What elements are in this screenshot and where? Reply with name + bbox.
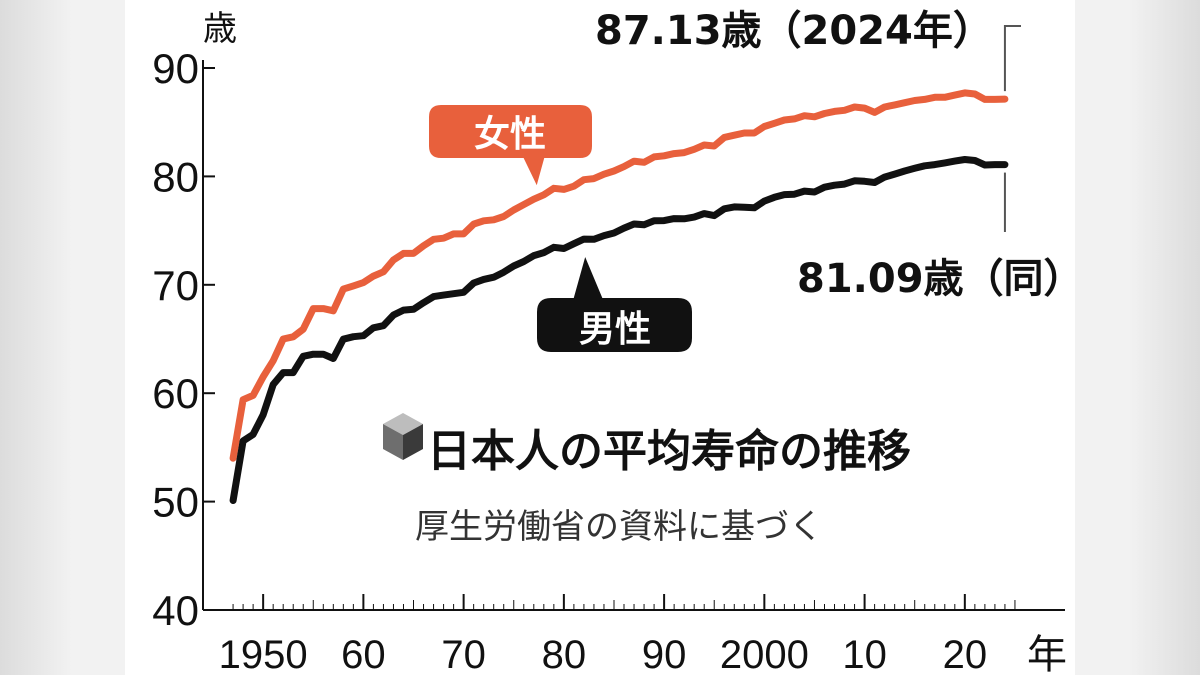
male-badge: 男性 [535, 250, 694, 354]
cube-icon [383, 413, 423, 460]
y-tick-label: 90 [152, 45, 199, 92]
x-tick-label: 70 [441, 633, 486, 675]
x-tick-labels: 1950 60 70 80 90 2000 10 20 [219, 633, 987, 675]
x-tick-label: 10 [842, 633, 887, 675]
female-badge-shape [427, 103, 594, 191]
life-expectancy-chart: 90 80 70 60 50 40 1950 60 70 80 90 2000 10 20 歳 87.1… [152, 8, 1075, 675]
y-unit-label: 歳 [203, 9, 237, 49]
female-leader-line [1003, 25, 1021, 92]
chart-subtitle: 厚生労働省の資料に基づく [415, 507, 823, 547]
y-tick-label: 70 [152, 262, 199, 309]
chart-title: 日本人の平均寿命の推移 [427, 426, 911, 477]
x-tick-label: 80 [542, 633, 587, 675]
x-tick-label: 90 [642, 633, 687, 675]
male-badge-label: 男性 [579, 309, 651, 350]
chart-card: 90 80 70 60 50 40 1950 60 70 80 90 2000 10 20 歳 87.1… [125, 0, 1075, 675]
x-unit-label: 年 [1027, 633, 1067, 675]
chart-title-group: 日本人の平均寿命の推移 厚生労働省の資料に基づく [383, 413, 911, 547]
y-tick-label: 60 [152, 370, 199, 417]
female-badge: 女性 [427, 103, 594, 191]
female-series-line [229, 89, 1009, 462]
x-tick-label: 2000 [720, 633, 809, 675]
x-tick-label: 20 [943, 633, 988, 675]
y-tick-labels: 90 80 70 60 50 40 [152, 45, 199, 634]
male-series-line [229, 156, 1009, 504]
y-tick-label: 80 [152, 153, 199, 200]
x-tick-label: 60 [341, 633, 386, 675]
male-end-label: 81.09歳（同） [797, 256, 1075, 302]
axes [202, 60, 1065, 611]
series-lines [229, 89, 1009, 504]
male-badge-shape [535, 250, 694, 354]
x-tick-label: 1950 [219, 633, 308, 675]
female-end-label: 87.13歳（2024年） [595, 8, 993, 54]
y-tick-label: 50 [152, 479, 199, 526]
end-label-leaders [1003, 25, 1021, 232]
female-badge-label: 女性 [474, 114, 546, 155]
y-tick-label: 40 [152, 587, 199, 634]
